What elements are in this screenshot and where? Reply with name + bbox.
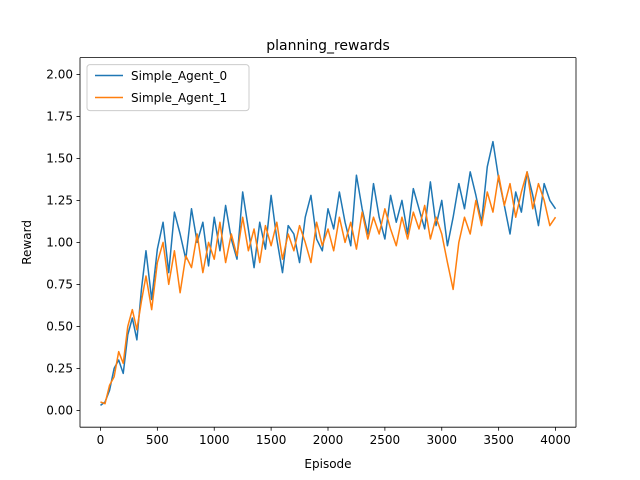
x-tick-label: 1500 <box>256 433 287 447</box>
x-tick-label: 500 <box>146 433 169 447</box>
chart-title: planning_rewards <box>266 38 390 54</box>
y-tick-label: 2.00 <box>46 67 73 81</box>
y-tick-label: 0.50 <box>46 319 73 333</box>
y-tick-label: 0.00 <box>46 403 73 417</box>
series-line-simple-agent-1 <box>100 171 557 405</box>
legend-label-simple-agent-1: Simple_Agent_1 <box>131 91 227 105</box>
y-tick-label: 0.75 <box>46 277 73 291</box>
y-tick-label: 1.75 <box>46 109 73 123</box>
x-tick-label: 2500 <box>370 433 401 447</box>
x-tick-label: 3500 <box>483 433 514 447</box>
y-tick-label: 0.25 <box>46 361 73 375</box>
legend-label-simple-agent-0: Simple_Agent_0 <box>131 69 227 83</box>
x-tick-label: 0 <box>97 433 105 447</box>
plot-area <box>80 57 576 428</box>
x-axis-label: Episode <box>304 457 351 471</box>
legend: Simple_Agent_0 Simple_Agent_1 <box>86 64 250 112</box>
x-tick-label: 2000 <box>313 433 344 447</box>
series-line-simple-agent-0 <box>100 140 557 406</box>
series-layer <box>100 140 557 406</box>
y-tick-label: 1.25 <box>46 193 73 207</box>
y-tick-label: 1.00 <box>46 235 73 249</box>
x-tick-label: 3000 <box>426 433 457 447</box>
x-tick-label: 4000 <box>540 433 571 447</box>
legend-box <box>86 64 250 112</box>
y-axis-label: Reward <box>20 220 34 265</box>
x-tick-label: 1000 <box>199 433 230 447</box>
y-axis-ticks: 0.00 0.25 0.50 0.75 1.00 1.25 1.50 1.75 2.00 <box>46 67 80 417</box>
y-tick-label: 1.50 <box>46 151 73 165</box>
x-axis-ticks: 0 500 1000 1500 2000 2500 3000 3500 4000 <box>97 427 571 447</box>
